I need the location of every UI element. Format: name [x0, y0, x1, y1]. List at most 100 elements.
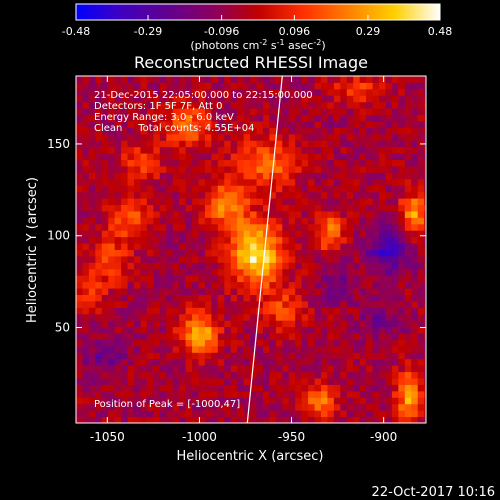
heatmap-cell: [308, 378, 316, 385]
heatmap-cell: [108, 114, 116, 122]
heatmap-cell: [185, 243, 193, 250]
heatmap-cell: [95, 294, 103, 302]
heatmap-cell: [321, 210, 328, 218]
heatmap-cell: [88, 198, 96, 206]
heatmap-cell: [256, 352, 264, 360]
heatmap-cell: [385, 133, 393, 141]
heatmap-cell: [346, 198, 354, 206]
heatmap-cell: [217, 397, 225, 405]
heatmap-cell: [372, 255, 380, 263]
heatmap-cell: [192, 326, 199, 334]
heatmap-cell: [243, 339, 251, 347]
heatmap-cell: [424, 410, 426, 418]
heatmap-cell: [204, 140, 212, 148]
heatmap-cell: [372, 108, 380, 116]
heatmap-cell: [76, 191, 83, 199]
heatmap-cell: [101, 378, 109, 385]
heatmap-cell: [417, 275, 425, 283]
heatmap-cell: [166, 243, 174, 250]
heatmap-cell: [301, 133, 309, 141]
heatmap-cell: [114, 146, 122, 154]
heatmap-cell: [269, 416, 277, 423]
heatmap-cell: [379, 146, 386, 154]
heatmap-cell: [134, 410, 141, 418]
heatmap-cell: [166, 294, 174, 302]
heatmap-cell: [269, 358, 277, 366]
heatmap-cell: [204, 108, 212, 116]
heatmap-cell: [359, 95, 367, 103]
heatmap-cell: [211, 217, 219, 225]
heatmap-cell: [114, 275, 122, 283]
heatmap-cell: [411, 146, 419, 154]
heatmap-cell: [76, 217, 83, 225]
heatmap-cell: [256, 281, 264, 289]
peak-position-label: Position of Peak = [-1000,47]: [94, 399, 240, 410]
heatmap-cell: [88, 127, 96, 135]
heatmap-cell: [385, 358, 393, 366]
heatmap-cell: [308, 191, 316, 199]
heatmap-cell: [353, 300, 361, 308]
heatmap-cell: [417, 82, 425, 90]
heatmap-cell: [95, 127, 103, 135]
heatmap-cell: [185, 333, 193, 340]
heatmap-cell: [243, 300, 251, 308]
heatmap-cell: [295, 159, 303, 167]
colorbar-tick-label: 0.096: [279, 25, 311, 38]
heatmap-cell: [308, 352, 316, 360]
heatmap-cell: [230, 403, 238, 411]
heatmap-cell: [385, 95, 393, 103]
heatmap-cell: [153, 371, 161, 379]
heatmap-cell: [411, 165, 419, 173]
heatmap-cell: [340, 255, 348, 263]
heatmap-cell: [159, 358, 167, 366]
heatmap-cell: [101, 120, 109, 128]
heatmap-cell: [146, 172, 154, 180]
heatmap-cell: [398, 76, 406, 83]
heatmap-cell: [333, 108, 341, 116]
heatmap-cell: [237, 120, 245, 128]
heatmap-cell: [398, 120, 406, 128]
heatmap-cell: [204, 320, 212, 328]
heatmap-cell: [295, 358, 303, 366]
heatmap-cell: [314, 210, 322, 218]
heatmap-cell: [114, 403, 122, 411]
heatmap-cell: [211, 268, 219, 276]
heatmap-cell: [101, 108, 109, 116]
heatmap-cell: [327, 88, 335, 96]
heatmap-cell: [424, 120, 426, 128]
heatmap-cell: [275, 345, 283, 353]
heatmap-cell: [121, 236, 129, 244]
heatmap-cell: [179, 320, 187, 328]
heatmap-cell: [372, 307, 380, 315]
heatmap-cell: [198, 223, 206, 231]
heatmap-cell: [269, 365, 277, 373]
heatmap-cell: [101, 165, 109, 173]
heatmap-cell: [146, 95, 154, 103]
heatmap-cell: [385, 153, 393, 161]
heatmap-cell: [146, 365, 154, 373]
heatmap-cell: [121, 300, 129, 308]
heatmap-cell: [321, 397, 328, 405]
heatmap-cell: [398, 275, 406, 283]
heatmap-cell: [192, 82, 199, 90]
heatmap-cell: [250, 410, 258, 418]
heatmap-cell: [108, 313, 116, 321]
heatmap-cell: [114, 204, 122, 212]
heatmap-cell: [282, 268, 290, 276]
heatmap-cell: [366, 378, 374, 385]
heatmap-cell: [314, 345, 322, 353]
heatmap-cell: [398, 133, 406, 141]
heatmap-cell: [366, 114, 374, 122]
heatmap-cell: [282, 95, 290, 103]
heatmap-cell: [282, 262, 290, 270]
heatmap-cell: [82, 88, 90, 96]
heatmap-cell: [288, 300, 296, 308]
heatmap-cell: [275, 210, 283, 218]
heatmap-cell: [121, 275, 129, 283]
heatmap-cell: [204, 384, 212, 392]
heatmap-cell: [166, 390, 174, 398]
heatmap-cell: [340, 88, 348, 96]
heatmap-cell: [185, 378, 193, 385]
heatmap-cell: [114, 255, 122, 263]
heatmap-cell: [295, 198, 303, 206]
